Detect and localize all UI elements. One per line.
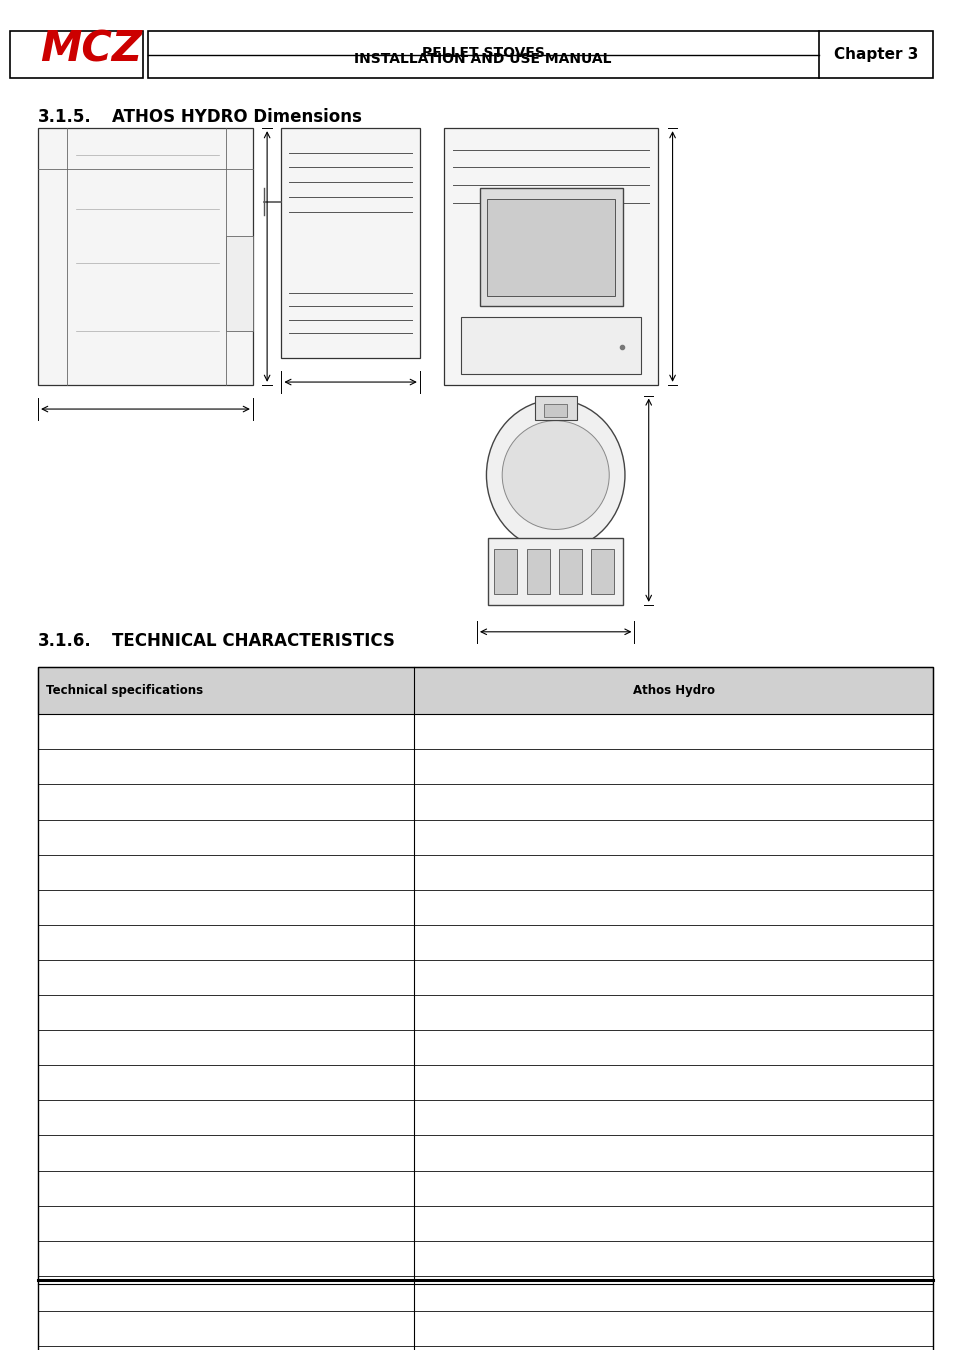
Bar	[38, 1135, 932, 1170]
Bar	[38, 995, 932, 1030]
Bar	[38, 855, 932, 890]
Text: Chapter 3: Chapter 3	[833, 47, 917, 62]
Bar	[443, 128, 658, 385]
Bar	[526, 549, 549, 594]
Text: Athos Hydro: Athos Hydro	[632, 684, 714, 697]
Bar	[38, 960, 932, 995]
Bar	[591, 549, 614, 594]
Bar	[10, 31, 143, 78]
Bar	[38, 667, 932, 714]
Bar	[38, 1276, 932, 1311]
Bar	[38, 667, 932, 1350]
Bar	[38, 128, 253, 385]
Bar	[281, 128, 419, 358]
Bar	[38, 784, 932, 819]
Bar	[558, 549, 581, 594]
Bar	[460, 317, 640, 374]
Bar	[479, 189, 622, 306]
Text: 3.1.5.: 3.1.5.	[38, 108, 91, 126]
Bar	[38, 1065, 932, 1100]
Bar	[38, 1100, 932, 1135]
Bar	[38, 714, 932, 749]
Text: ATHOS HYDRO Dimensions: ATHOS HYDRO Dimensions	[112, 108, 361, 126]
Bar	[38, 925, 932, 960]
Bar	[494, 549, 517, 594]
Bar	[487, 200, 615, 296]
Bar	[38, 1170, 932, 1206]
Bar	[226, 236, 253, 331]
Text: TECHNICAL CHARACTERISTICS: TECHNICAL CHARACTERISTICS	[112, 632, 395, 649]
Bar	[38, 1311, 932, 1346]
Bar	[38, 1206, 932, 1241]
Ellipse shape	[486, 400, 624, 551]
Ellipse shape	[501, 421, 609, 529]
Text: MCZ: MCZ	[40, 28, 142, 72]
Text: Technical specifications: Technical specifications	[46, 684, 203, 697]
Bar	[38, 819, 932, 855]
Text: INSTALLATION AND USE MANUAL: INSTALLATION AND USE MANUAL	[355, 53, 611, 66]
Bar	[38, 1030, 932, 1065]
Bar	[148, 31, 932, 78]
Bar	[38, 1241, 932, 1276]
Bar	[534, 396, 576, 420]
Bar	[38, 749, 932, 784]
Bar	[488, 537, 622, 605]
Text: 3.1.6.: 3.1.6.	[38, 632, 91, 649]
Bar	[38, 890, 932, 925]
Bar	[543, 404, 566, 417]
Bar	[38, 1346, 932, 1350]
Text: PELLET STOVES: PELLET STOVES	[421, 46, 544, 59]
